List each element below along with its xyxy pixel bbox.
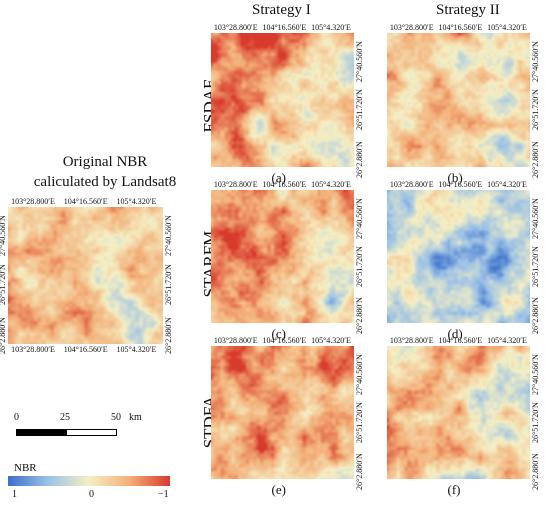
lat-tick-right-c-2: 26°2.880′N — [355, 297, 364, 335]
lon-tick-top-b-0: 103°28.800′E — [389, 23, 434, 32]
lon-tick-top-e-1: 104°16.560′E — [262, 336, 307, 345]
panel-label-c: (c) — [271, 326, 286, 341]
original-title: Original NBR caliculated by Landsat8 — [10, 152, 200, 192]
lat-tick-right-f-1: 26°51.720′N — [531, 401, 540, 443]
lat-tick-right-b-2: 26°2.880′N — [531, 141, 540, 179]
lat-tick-right-a-1: 26°51.720′N — [355, 89, 364, 130]
legend-color-ramp — [8, 476, 170, 486]
legend-label-neg1: −1 — [158, 489, 169, 500]
lat-tick-right-b-1: 26°51.720′N — [531, 89, 540, 130]
map-panel-f — [387, 346, 530, 479]
panel-label-d: (d) — [447, 326, 463, 341]
nbr-raster-c — [211, 190, 354, 323]
lat-tick-right-d-0: 27°40.560′N — [531, 197, 540, 239]
lon-tick-top-f-1: 104°16.560′E — [438, 336, 483, 345]
lat-tick-right-original-1: 26°51.720′N — [164, 264, 173, 306]
lat-tick-right-f-2: 26°2.880′N — [531, 453, 540, 491]
lat-tick-right-a-2: 26°2.880′N — [355, 141, 364, 179]
nbr-raster-d — [387, 190, 530, 323]
lon-tick-top-c-1: 104°16.560′E — [262, 180, 307, 189]
lat-tick-right-e-1: 26°51.720′N — [355, 401, 364, 443]
lon-tick-top-c-0: 103°28.800′E — [213, 180, 258, 189]
lat-tick-right-original-2: 26°2.880′N — [164, 317, 173, 355]
lon-tick-top-a-1: 104°16.560′E — [262, 23, 307, 32]
lat-tick-right-e-0: 27°40.560′N — [355, 353, 364, 395]
lon-tick-top-d-2: 105°4.320′E — [487, 180, 527, 189]
lon-tick-top-f-0: 103°28.800′E — [389, 336, 434, 345]
lon-tick-bottom-original-1: 104°16.560′E — [63, 345, 108, 354]
lat-tick-right-d-1: 26°51.720′N — [531, 245, 540, 287]
lon-tick-top-a-0: 103°28.800′E — [213, 23, 258, 32]
map-panel-a — [211, 33, 354, 167]
lat-tick-left-original-2: 26°2.880′N — [0, 317, 7, 355]
panel-label-b: (b) — [447, 170, 463, 185]
lat-tick-right-b-0: 27°40.560′N — [531, 40, 540, 82]
panel-label-a: (a) — [271, 170, 286, 185]
lat-tick-right-c-0: 27°40.560′N — [355, 197, 364, 239]
lat-tick-right-d-2: 26°2.880′N — [531, 297, 540, 335]
map-panel-d — [387, 190, 530, 323]
scale-segment-black — [16, 429, 66, 436]
scale-unit: km — [129, 412, 142, 423]
lat-tick-left-original-0: 27°40.560′N — [0, 215, 7, 256]
nbr-legend: NBR 1 0 −1 — [8, 462, 198, 512]
lat-tick-right-original-0: 27°40.560′N — [164, 215, 173, 256]
original-title-line2: caliculated by Landsat8 — [33, 174, 177, 190]
lon-tick-top-original-0: 103°28.800′E — [11, 197, 55, 206]
legend-title: NBR — [14, 462, 37, 474]
lon-tick-top-a-2: 105°4.320′E — [311, 23, 351, 32]
lon-tick-top-f-2: 105°4.320′E — [487, 336, 527, 345]
lon-tick-top-b-1: 104°16.560′E — [438, 23, 483, 32]
lon-tick-top-d-0: 103°28.800′E — [389, 180, 434, 189]
original-title-line1: Original NBR — [62, 154, 148, 170]
scale-bar: 0 25 50 km — [14, 412, 206, 442]
lon-tick-top-d-1: 104°16.560′E — [438, 180, 483, 189]
legend-label-1: 1 — [12, 489, 17, 500]
nbr-raster-original — [8, 207, 163, 344]
scale-segment-white — [66, 429, 117, 436]
lon-tick-top-original-2: 105°4.320′E — [116, 197, 157, 206]
map-panel-e — [211, 346, 354, 479]
scale-label-25: 25 — [60, 412, 70, 423]
scale-label-50: 50 — [111, 412, 121, 423]
map-panel-b — [387, 33, 530, 167]
lon-tick-top-original-1: 104°16.560′E — [63, 197, 108, 206]
map-panel-c — [211, 190, 354, 323]
lon-tick-top-b-2: 105°4.320′E — [487, 23, 527, 32]
column-title-strategy-2: Strategy II — [436, 2, 500, 18]
panel-label-e: (e) — [271, 482, 286, 497]
lon-tick-bottom-original-2: 105°4.320′E — [116, 345, 157, 354]
lat-tick-right-f-0: 27°40.560′N — [531, 353, 540, 395]
lon-tick-top-e-2: 105°4.320′E — [311, 336, 351, 345]
legend-label-0: 0 — [89, 489, 94, 500]
map-panel-original — [8, 207, 163, 344]
panel-label-f: (f) — [447, 482, 461, 497]
lon-tick-top-e-0: 103°28.800′E — [213, 336, 258, 345]
nbr-raster-e — [211, 346, 354, 479]
nbr-raster-a — [211, 33, 354, 167]
nbr-raster-f — [387, 346, 530, 479]
lat-tick-left-original-1: 26°51.720′N — [0, 264, 7, 306]
lat-tick-right-a-0: 27°40.560′N — [355, 40, 364, 82]
lon-tick-top-c-2: 105°4.320′E — [311, 180, 351, 189]
column-title-strategy-1: Strategy I — [252, 2, 311, 18]
scale-label-0: 0 — [14, 412, 19, 423]
lat-tick-right-e-2: 26°2.880′N — [355, 453, 364, 491]
lon-tick-bottom-original-0: 103°28.800′E — [11, 345, 55, 354]
nbr-raster-b — [387, 33, 530, 167]
lat-tick-right-c-1: 26°51.720′N — [355, 245, 364, 287]
